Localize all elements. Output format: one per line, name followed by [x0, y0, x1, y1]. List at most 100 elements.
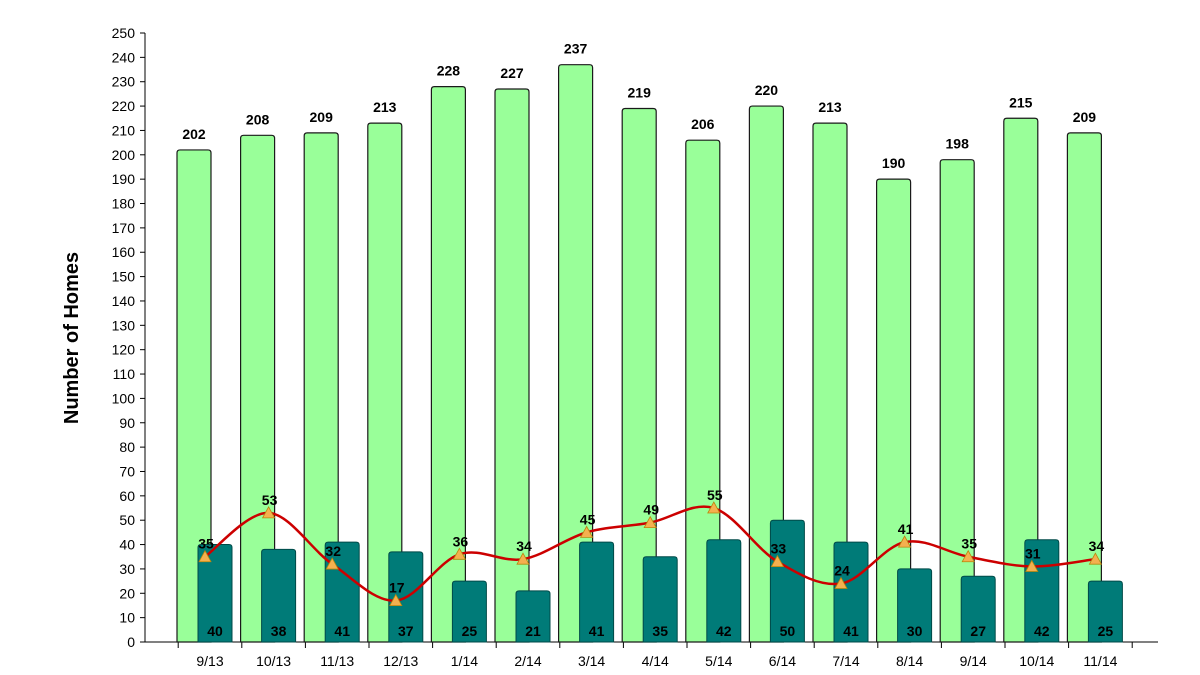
x-tick-label: 6/14 [769, 653, 796, 669]
x-tick-label: 3/14 [578, 653, 605, 669]
bar-teal-value-label: 40 [207, 623, 223, 639]
bar-green-value-label: 209 [1073, 109, 1097, 125]
labels-layer: 202 40 9/13 208 38 10/13 209 41 11/13 213 37 12/13 2… [182, 41, 1117, 669]
bar-green [303, 132, 339, 643]
bar-green [876, 178, 912, 643]
line-value-label: 55 [707, 487, 723, 503]
x-tick-label: 4/14 [642, 653, 669, 669]
bar-teal-value-label: 41 [589, 623, 605, 639]
bar-teal-value-label: 42 [716, 623, 732, 639]
bar-green [367, 122, 403, 643]
y-tick-label: 190 [112, 171, 136, 187]
y-tick-label: 180 [112, 196, 136, 212]
x-tick-label: 12/13 [383, 653, 418, 669]
bar-green-value-label: 215 [1009, 94, 1033, 110]
line-marker [770, 554, 785, 568]
y-tick-label: 240 [112, 49, 136, 65]
bar-teal [579, 541, 615, 643]
x-tick-label: 1/14 [451, 653, 478, 669]
bar-teal-value-label: 21 [525, 623, 541, 639]
bar-green [1003, 117, 1039, 643]
bar-teal [706, 539, 742, 643]
line-value-label: 49 [643, 502, 659, 518]
bar-green-value-label: 220 [755, 82, 779, 98]
line-marker [516, 552, 530, 565]
bar-green-value-label: 198 [946, 136, 970, 152]
line-value-label: 35 [961, 536, 977, 552]
x-tick-label: 5/14 [705, 653, 732, 669]
bar-green-value-label: 237 [564, 41, 588, 57]
y-tick-label: 100 [112, 390, 136, 406]
y-tick-label: 40 [119, 537, 135, 553]
y-tick-label: 50 [119, 512, 135, 528]
line-marker [897, 535, 912, 548]
y-tick-label: 80 [119, 439, 135, 455]
bar-teal [897, 568, 933, 643]
line-marker [579, 525, 594, 538]
line-value-label: 33 [771, 541, 787, 557]
x-tick-label: 11/13 [320, 653, 354, 669]
bar-teal-value-label: 41 [843, 623, 859, 639]
y-tick-label: 200 [112, 147, 136, 163]
y-tick-label: 60 [119, 488, 135, 504]
bar-teal-value-label: 25 [462, 623, 478, 639]
y-tick-label: 30 [119, 561, 135, 577]
line-value-label: 53 [262, 492, 278, 508]
bar-teal-value-label: 41 [334, 623, 350, 639]
line-marker [1088, 552, 1103, 565]
bar-green-value-label: 228 [437, 63, 461, 79]
line-marker [643, 515, 657, 529]
x-tick-label: 10/13 [256, 653, 291, 669]
line-value-label: 34 [1089, 538, 1105, 554]
line-marker [707, 501, 721, 514]
bar-teal [451, 580, 487, 643]
line-marker [389, 593, 403, 606]
bar-teal-value-label: 42 [1034, 623, 1050, 639]
y-tick-label: 10 [119, 610, 135, 626]
bar-teal [960, 575, 996, 643]
bar-teal-value-label: 37 [398, 623, 414, 639]
x-tick-label: 9/13 [196, 653, 223, 669]
bar-teal [642, 556, 678, 643]
x-tick-label: 11/14 [1083, 653, 1117, 669]
bar-green [176, 149, 212, 643]
y-tick-label: 220 [112, 98, 136, 114]
bar-green-value-label: 208 [246, 111, 270, 127]
bar-teal-value-label: 30 [907, 623, 923, 639]
bar-teal-value-label: 50 [780, 623, 796, 639]
bar-green-value-label: 190 [882, 155, 906, 171]
y-tick-label: 70 [119, 463, 135, 479]
line-marker [1025, 559, 1039, 572]
y-tick-label: 120 [112, 342, 136, 358]
bars-layer [176, 64, 1123, 643]
y-tick-label: 210 [112, 122, 136, 138]
bar-green [939, 159, 975, 643]
line-value-label: 32 [325, 543, 341, 559]
line-value-label: 45 [580, 511, 596, 527]
bar-green [1066, 132, 1102, 643]
y-tick-label: 140 [112, 293, 136, 309]
line-layer [198, 501, 1103, 606]
x-tick-label: 8/14 [896, 653, 923, 669]
y-tick-label: 160 [112, 244, 136, 260]
y-tick-label: 20 [119, 585, 135, 601]
bar-green [621, 107, 657, 643]
line-marker [261, 506, 276, 519]
bar-teal [1087, 580, 1123, 643]
line-marker [325, 557, 339, 570]
bar-green-value-label: 213 [818, 99, 842, 115]
axes-layer: 0 10 20 30 40 50 60 70 80 90 100 110 120 130 140 150 160… [112, 25, 1158, 650]
y-tick-label: 130 [112, 317, 136, 333]
line-value-label: 41 [898, 521, 914, 537]
y-tick-label: 0 [127, 634, 135, 650]
y-tick-label: 230 [112, 74, 136, 90]
bar-green-value-label: 219 [628, 85, 652, 101]
line-value-label: 35 [198, 536, 214, 552]
y-tick-label: 110 [113, 366, 136, 382]
bar-green-value-label: 213 [373, 99, 397, 115]
line-marker [452, 547, 467, 560]
bar-teal-value-label: 38 [271, 623, 287, 639]
bar-green [812, 122, 848, 643]
bar-green [558, 64, 594, 643]
bar-green [430, 85, 466, 643]
